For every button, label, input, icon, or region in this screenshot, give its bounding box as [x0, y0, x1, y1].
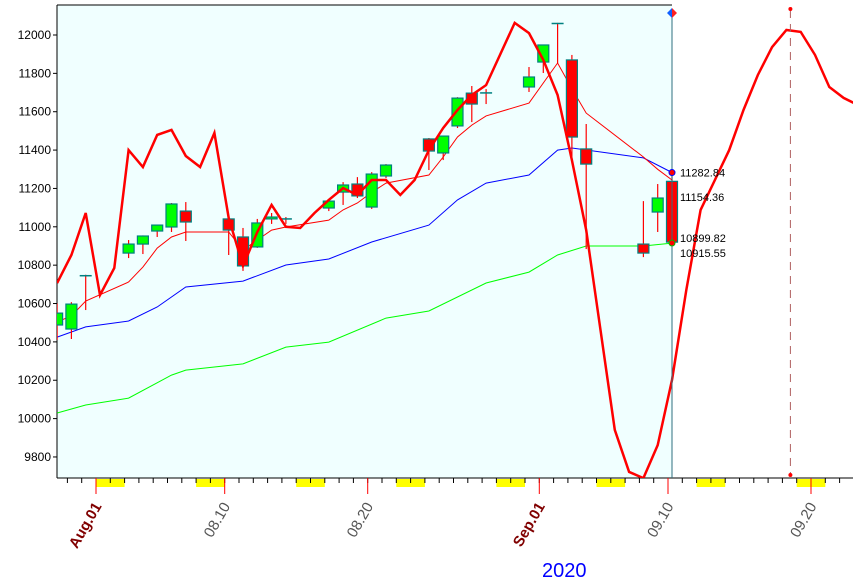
x-tick-label: 09.10	[644, 500, 677, 541]
x-tick-label: 08.10	[201, 500, 234, 541]
plot-background-history	[57, 5, 672, 478]
candle-up	[265, 216, 278, 220]
candle-up	[379, 164, 393, 177]
ma-slow-end-dot	[668, 239, 676, 247]
y-tick-label: 9800	[24, 450, 51, 464]
ma-mid-line	[57, 147, 673, 338]
cycle-peak-bottom-dot	[788, 473, 793, 477]
cycle-peak-top-dot	[788, 7, 793, 11]
y-tick-label: 10200	[18, 373, 52, 387]
value-label: 10899.82	[680, 233, 726, 245]
x-tick-label: Aug.01	[66, 500, 106, 552]
candle-up	[165, 203, 178, 228]
plot-background-forecast	[672, 5, 853, 478]
candle-down	[637, 243, 650, 254]
candle-up	[136, 235, 149, 245]
candle-up	[365, 173, 378, 208]
y-tick-label: 11600	[19, 105, 52, 119]
x-tick-label: Sep.01	[510, 500, 549, 550]
candle-up	[437, 135, 450, 154]
ma-slow-line	[57, 242, 673, 414]
y-tick-label: 11200	[19, 181, 52, 195]
value-label: 10915.55	[680, 248, 726, 260]
cycle-line	[57, 21, 853, 478]
y-tick-label: 10600	[18, 297, 52, 311]
value-label: 11282.84	[680, 168, 725, 180]
candle-up	[57, 312, 64, 326]
ma-mid-end-dot	[668, 169, 676, 177]
y-tick-label: 10400	[18, 335, 52, 349]
y-tick-label: 12000	[18, 28, 52, 42]
y-tick-label: 11000	[19, 220, 52, 234]
current-date-diamond-left	[667, 8, 672, 18]
y-tick-label: 11400	[19, 143, 52, 157]
candle-down	[565, 59, 579, 138]
candle-down	[580, 148, 593, 165]
candle-up	[651, 197, 664, 213]
candle-down	[179, 210, 192, 223]
y-tick-label: 10000	[18, 412, 52, 426]
year-label: 2020	[542, 560, 587, 582]
candle-up	[122, 243, 135, 254]
candle-up	[65, 303, 78, 330]
x-tick-label: 09.20	[787, 500, 820, 541]
current-date-diamond-right	[672, 8, 677, 18]
y-tick-label: 11800	[19, 66, 52, 80]
candle-up	[151, 224, 164, 232]
x-tick-label: 08.20	[344, 500, 377, 541]
value-label: 11154.36	[680, 192, 724, 204]
plot-content	[57, 21, 853, 478]
candle-down	[465, 92, 478, 105]
candle-up	[522, 76, 536, 88]
y-tick-label: 10800	[18, 258, 52, 272]
